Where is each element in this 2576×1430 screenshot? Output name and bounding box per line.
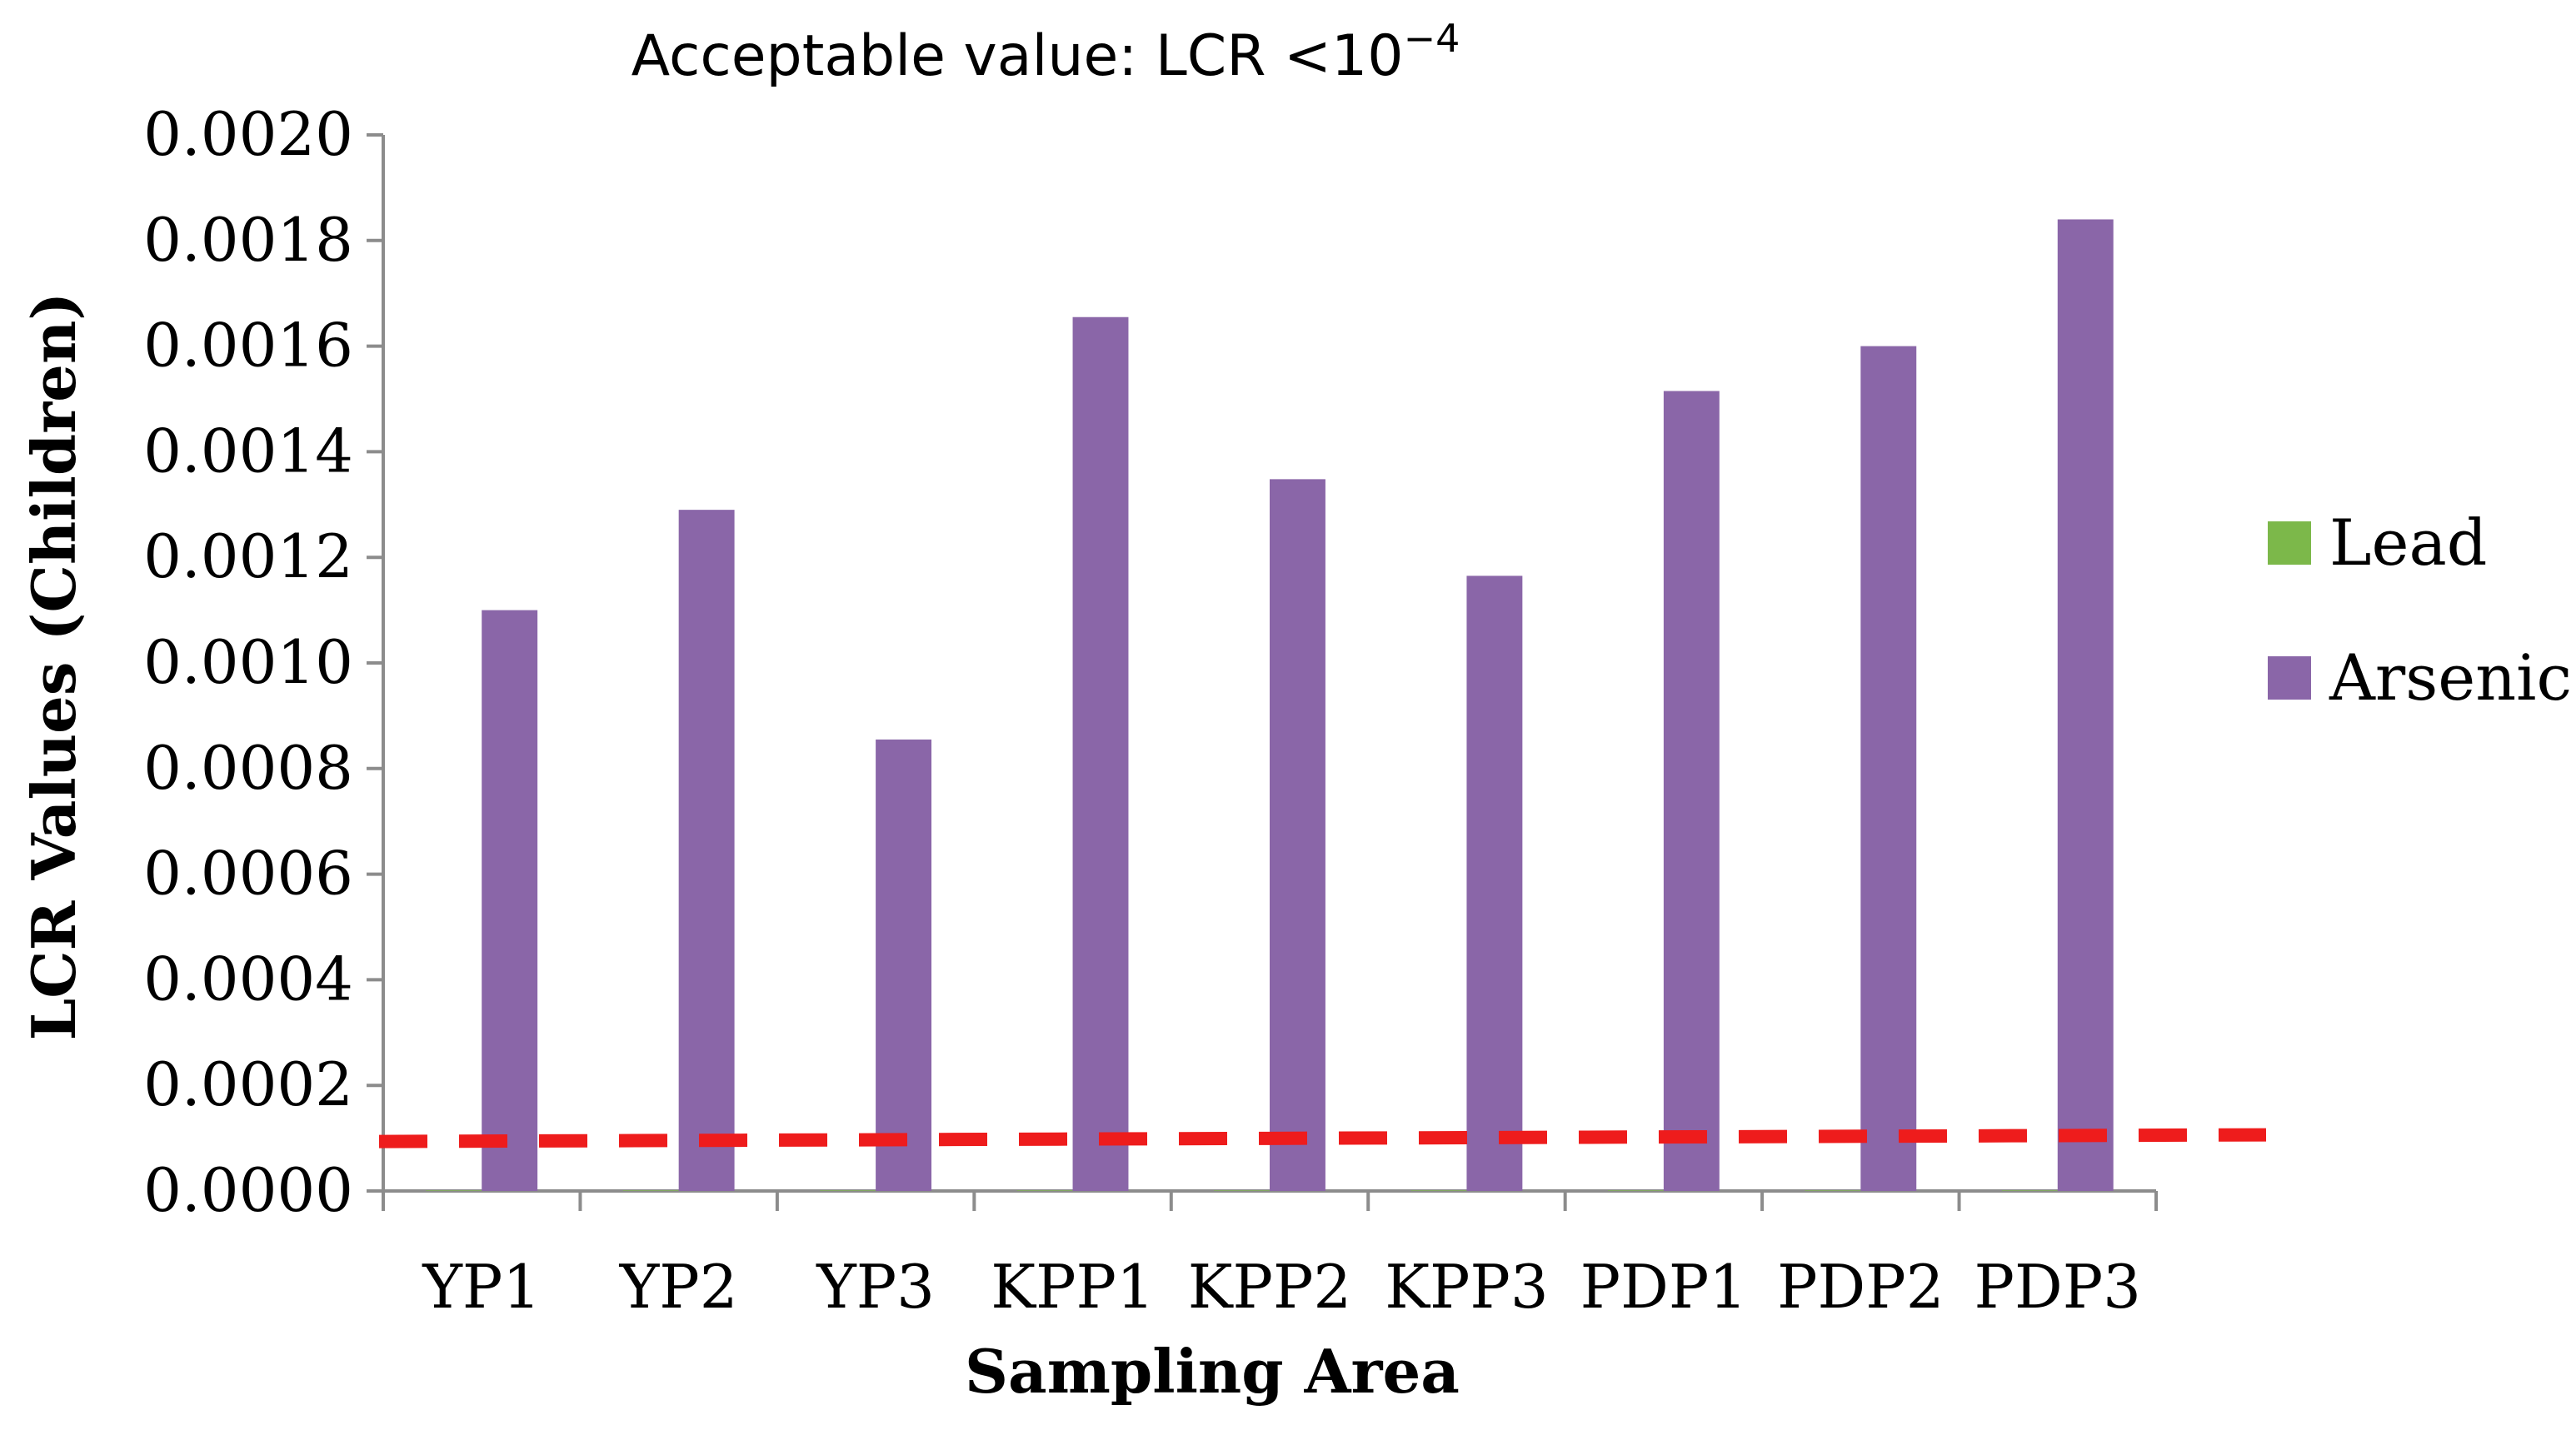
y-tick-label: 0.0008 bbox=[143, 733, 353, 803]
bar-lead-pdp2 bbox=[1805, 1190, 1861, 1191]
y-tick-label: 0.0018 bbox=[143, 205, 353, 275]
y-tick-label: 0.0020 bbox=[143, 99, 353, 169]
bars bbox=[426, 219, 2114, 1192]
legend-swatch-lead bbox=[2268, 521, 2311, 565]
bar-lead-pdp3 bbox=[2001, 1190, 2058, 1191]
y-tick-label: 0.0004 bbox=[143, 944, 353, 1014]
bar-lead-yp2 bbox=[622, 1190, 679, 1191]
x-tick-label: PDP1 bbox=[1580, 1252, 1747, 1322]
y-tick-label: 0.0010 bbox=[143, 627, 353, 697]
y-axis-title: LCR Values (Children) bbox=[18, 292, 89, 1041]
x-axis: YP1 YP2 YP3 KPP1 KPP2 KPP3 PDP1 PDP2 PDP3 bbox=[382, 1189, 2158, 1322]
x-tick-label: KPP1 bbox=[991, 1252, 1155, 1322]
legend-swatch-arsenic bbox=[2268, 656, 2311, 700]
x-tick-label: KPP2 bbox=[1188, 1252, 1352, 1322]
bar-arsenic-yp3 bbox=[876, 739, 932, 1191]
bar-lead-yp3 bbox=[820, 1190, 876, 1191]
y-tick-label: 0.0000 bbox=[143, 1155, 353, 1225]
bar-arsenic-pdp3 bbox=[2057, 219, 2114, 1192]
y-tick-label: 0.0012 bbox=[143, 521, 353, 591]
x-tick-label: YP3 bbox=[816, 1252, 935, 1322]
bar-lead-pdp1 bbox=[1607, 1190, 1664, 1191]
legend: Lead Arsenic bbox=[2268, 506, 2572, 715]
x-tick-label: PDP3 bbox=[1974, 1252, 2141, 1322]
chart-title-superscript: −4 bbox=[1404, 16, 1460, 61]
chart-title: Acceptable value: LCR <10−4 bbox=[632, 16, 1460, 89]
bar-lead-kpp2 bbox=[1214, 1190, 1270, 1191]
bar-arsenic-pdp1 bbox=[1663, 391, 1720, 1191]
y-tick-label: 0.0014 bbox=[143, 416, 353, 486]
x-tick-label: YP1 bbox=[422, 1252, 541, 1322]
bar-arsenic-yp1 bbox=[482, 610, 538, 1191]
bar-arsenic-kpp1 bbox=[1072, 316, 1129, 1192]
x-tick-label: YP2 bbox=[619, 1252, 738, 1322]
legend-label-lead: Lead bbox=[2329, 506, 2487, 580]
y-tick-label: 0.0016 bbox=[143, 311, 353, 381]
x-tick-label: KPP3 bbox=[1385, 1252, 1549, 1322]
x-axis-title: Sampling Area bbox=[965, 1336, 1460, 1407]
bar-lead-kpp3 bbox=[1410, 1190, 1467, 1191]
bar-arsenic-yp2 bbox=[678, 510, 735, 1191]
bar-arsenic-kpp2 bbox=[1270, 479, 1325, 1191]
legend-label-arsenic: Arsenic bbox=[2329, 640, 2572, 715]
x-tick-label: PDP2 bbox=[1777, 1252, 1944, 1322]
y-tick-label: 0.0006 bbox=[143, 839, 353, 909]
bar-arsenic-kpp3 bbox=[1466, 575, 1523, 1191]
y-tick-label: 0.0002 bbox=[143, 1049, 353, 1119]
bar-lead-kpp1 bbox=[1016, 1190, 1073, 1191]
bar-lead-yp1 bbox=[426, 1190, 482, 1191]
bar-arsenic-pdp2 bbox=[1860, 346, 1917, 1192]
y-axis: 0.0000 0.0002 0.0004 0.0006 0.0008 0.0010 0.00… bbox=[143, 99, 385, 1225]
